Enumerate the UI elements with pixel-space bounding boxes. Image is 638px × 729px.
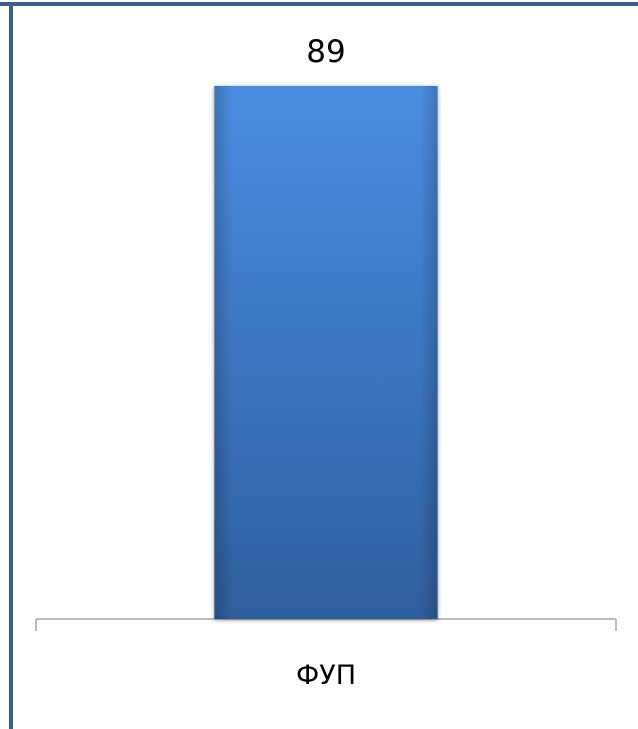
bar-bevel [214, 86, 438, 619]
bar-group: 89 ФУП [214, 34, 438, 691]
category-label: ФУП [296, 660, 356, 691]
data-label: 89 [306, 34, 345, 70]
plot-area: 89 ФУП [35, 34, 617, 691]
